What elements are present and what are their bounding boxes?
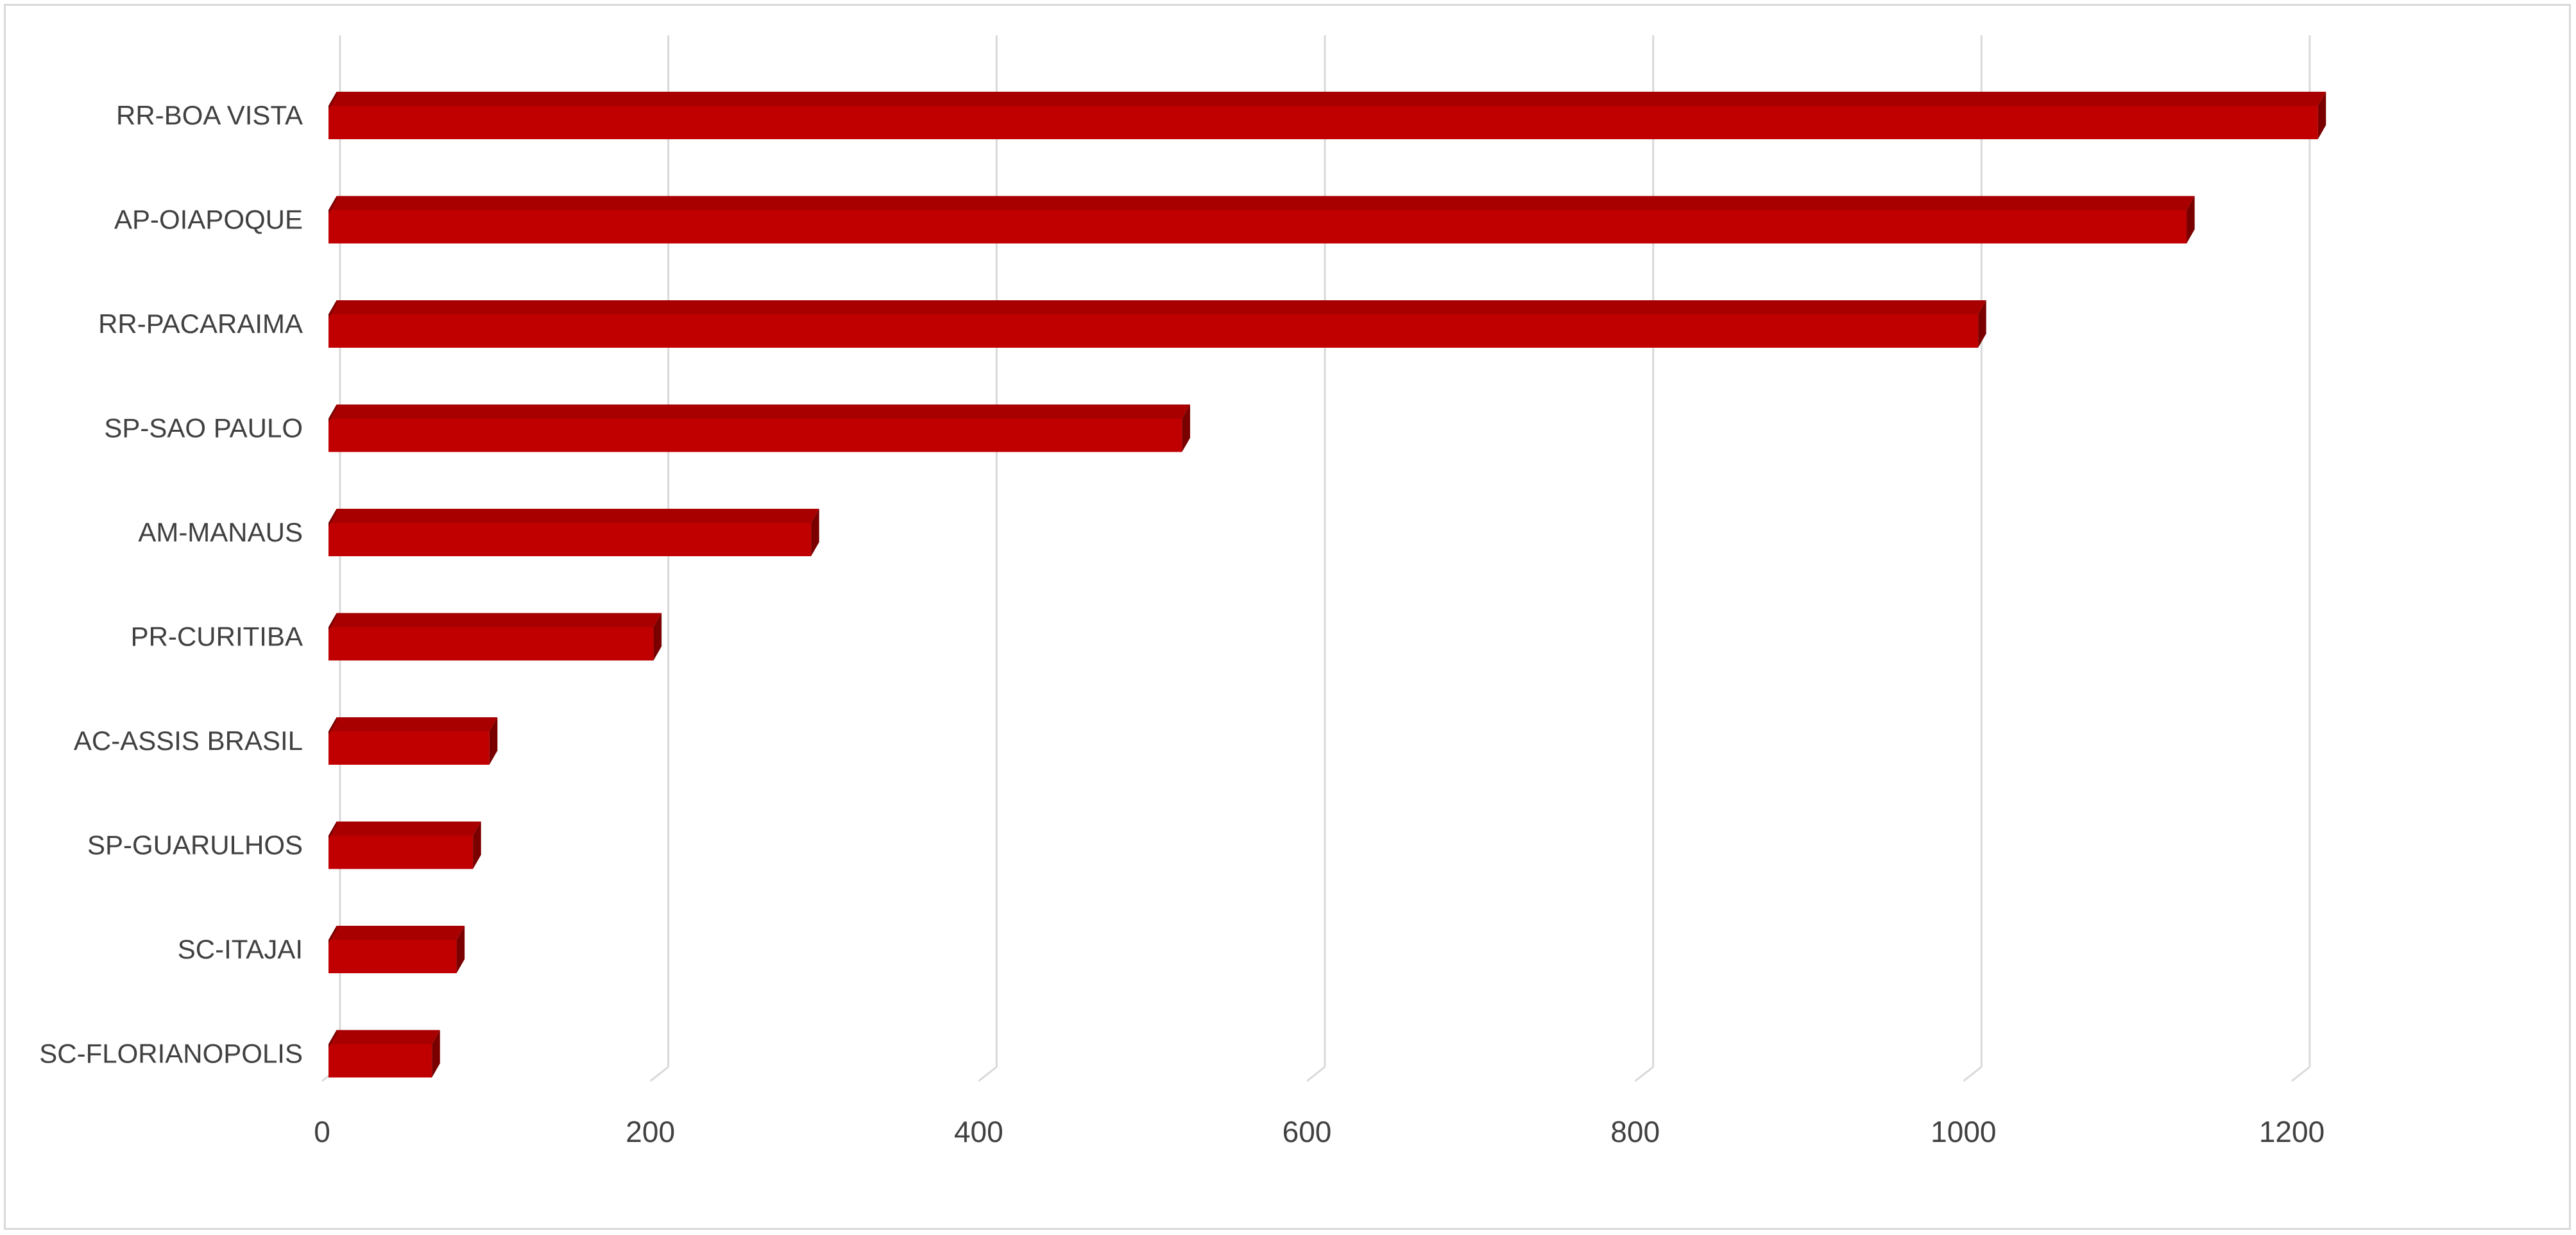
bar-end-cap (328, 613, 337, 631)
category-label: PR-CURITIBA (131, 622, 303, 652)
bar-front-face (328, 523, 812, 556)
bar-side-face (2187, 196, 2195, 244)
category-label: AP-OIAPOQUE (114, 205, 303, 235)
bar-end-cap (328, 404, 337, 423)
bar-top-face (328, 1030, 440, 1044)
bar-end-cap (328, 509, 337, 527)
bar-end-cap (328, 1030, 337, 1048)
bar-side-face (811, 509, 819, 556)
gridline-depth-1000 (1963, 1066, 1983, 1082)
x-tick-label: 800 (1610, 1115, 1660, 1148)
gridlines (321, 35, 2311, 1082)
gridline-depth-800 (1634, 1066, 1654, 1082)
gridline-depth-200 (649, 1066, 669, 1082)
bar-end-cap (328, 717, 337, 735)
bar-top-face (328, 300, 1986, 314)
gridline-depth-1200 (2291, 1066, 2310, 1082)
bar-top-face (328, 404, 1190, 419)
x-tick-label: 1000 (1931, 1115, 1996, 1148)
bar-end-cap (328, 821, 337, 840)
bar-side-face (1978, 300, 1986, 348)
bars (328, 92, 2326, 1078)
bar-side-face (1182, 404, 1190, 452)
bar (328, 509, 819, 556)
bar-side-face (2317, 92, 2326, 139)
bar-front-face (328, 210, 2187, 244)
bar-side-face (432, 1030, 440, 1078)
bar-front-face (328, 627, 654, 661)
x-tick-label: 600 (1283, 1115, 1332, 1148)
bar-front-face (328, 835, 473, 869)
gridline-depth-400 (978, 1066, 998, 1082)
bar-top-face (328, 717, 498, 731)
bar-side-face (473, 821, 481, 869)
category-label: SC-ITAJAI (178, 934, 303, 964)
bar (328, 92, 2326, 139)
bar-end-cap (328, 196, 337, 214)
bar (328, 926, 465, 973)
bar-side-face (456, 926, 465, 973)
bar (328, 821, 481, 869)
bar-side-face (653, 613, 662, 661)
bar-front-face (328, 1044, 432, 1078)
bar-front-face (328, 940, 457, 973)
bar-top-face (328, 196, 2195, 210)
category-label: SC-FLORIANOPOLIS (39, 1039, 303, 1069)
bar-end-cap (328, 300, 337, 318)
bar-front-face (328, 418, 1182, 452)
bar-top-face (328, 92, 2326, 106)
category-label: RR-PACARAIMA (98, 309, 303, 339)
bar (328, 404, 1190, 452)
bar-top-face (328, 926, 465, 940)
bar-top-face (328, 509, 819, 523)
bar (328, 300, 1986, 348)
category-label: RR-BOA VISTA (116, 100, 303, 130)
category-label: SP-SAO PAULO (104, 413, 303, 443)
bar (328, 717, 498, 765)
bar-end-cap (328, 92, 337, 110)
x-tick-label: 1200 (2259, 1115, 2324, 1148)
category-label: AC-ASSIS BRASIL (74, 726, 303, 756)
bar-front-face (328, 731, 490, 765)
category-label: SP-GUARULHOS (87, 830, 303, 860)
category-labels: RR-BOA VISTA AP-OIAPOQUE RR-PACARAIMA SP-SA… (39, 100, 303, 1069)
bar-front-face (328, 314, 1979, 348)
x-axis-tick-labels: 0 200 400 600 800 1000 1200 (314, 1115, 2324, 1148)
bar-side-face (489, 717, 498, 765)
x-tick-label: 200 (626, 1115, 675, 1148)
bar (328, 1030, 440, 1078)
x-tick-label: 0 (314, 1115, 330, 1148)
x-tick-label: 400 (954, 1115, 1003, 1148)
category-label: AM-MANAUS (138, 517, 303, 547)
bar (328, 196, 2195, 244)
gridline-depth-600 (1306, 1066, 1326, 1082)
bar-front-face (328, 106, 2318, 139)
bar-top-face (328, 821, 481, 836)
bar (328, 613, 662, 661)
bar-end-cap (328, 926, 337, 944)
bar-top-face (328, 613, 662, 627)
